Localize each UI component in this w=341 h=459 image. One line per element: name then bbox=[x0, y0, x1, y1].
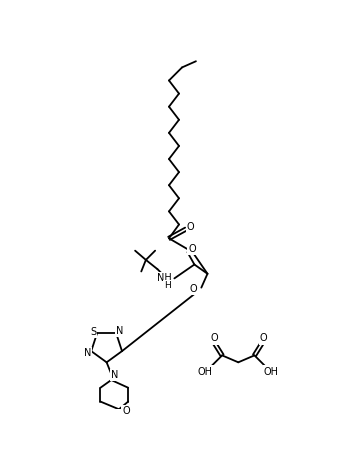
Text: O: O bbox=[260, 333, 267, 343]
Text: O: O bbox=[189, 284, 197, 294]
Text: O: O bbox=[187, 222, 194, 232]
Text: N: N bbox=[112, 370, 119, 381]
Text: OH: OH bbox=[264, 367, 279, 376]
Text: N: N bbox=[116, 326, 124, 336]
Text: O: O bbox=[122, 406, 130, 416]
Text: N: N bbox=[84, 347, 91, 358]
Text: S: S bbox=[90, 327, 96, 337]
Text: O: O bbox=[188, 244, 196, 254]
Text: H: H bbox=[165, 281, 171, 290]
Text: OH: OH bbox=[198, 367, 213, 376]
Text: O: O bbox=[211, 333, 218, 343]
Text: NH: NH bbox=[157, 273, 171, 283]
